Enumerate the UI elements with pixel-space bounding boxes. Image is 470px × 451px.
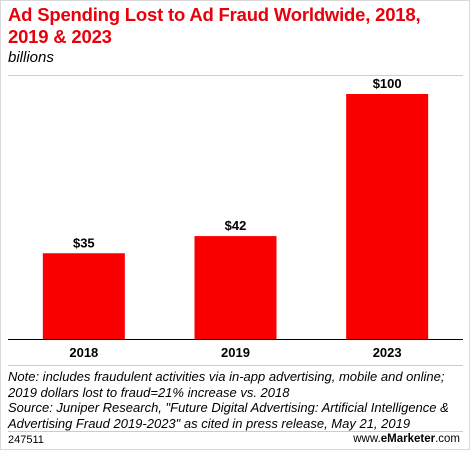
x-tick-label-2018: 2018 [69,345,98,360]
chart-title: Ad Spending Lost to Ad Fraud Worldwide, … [8,4,421,47]
brand-suffix: .com [435,433,460,445]
chart-id: 247511 [8,434,44,446]
source-text: Source: Juniper Research, "Future Digita… [8,400,449,431]
notes-divider [8,365,463,366]
chart-subtitle: billions [8,49,54,66]
brand-name: eMarketer [380,433,436,445]
x-tick-label-2023: 2023 [373,345,402,360]
footer-divider [8,431,463,432]
data-label-2023: $100 [373,76,402,91]
x-tick-label-2019: 2019 [221,345,250,360]
note-text: Note: includes fraudulent activities via… [8,369,445,400]
title-divider [8,75,463,76]
chart-notes: Note: includes fraudulent activities via… [8,369,466,431]
brand-link[interactable]: www.eMarketer.com [353,432,460,447]
data-label-2018: $35 [73,235,95,250]
data-label-2019: $42 [225,218,247,233]
brand-prefix: www. [353,433,381,445]
bar-2019 [194,236,277,339]
bar-2023 [346,94,429,339]
bar-2018 [42,253,125,339]
